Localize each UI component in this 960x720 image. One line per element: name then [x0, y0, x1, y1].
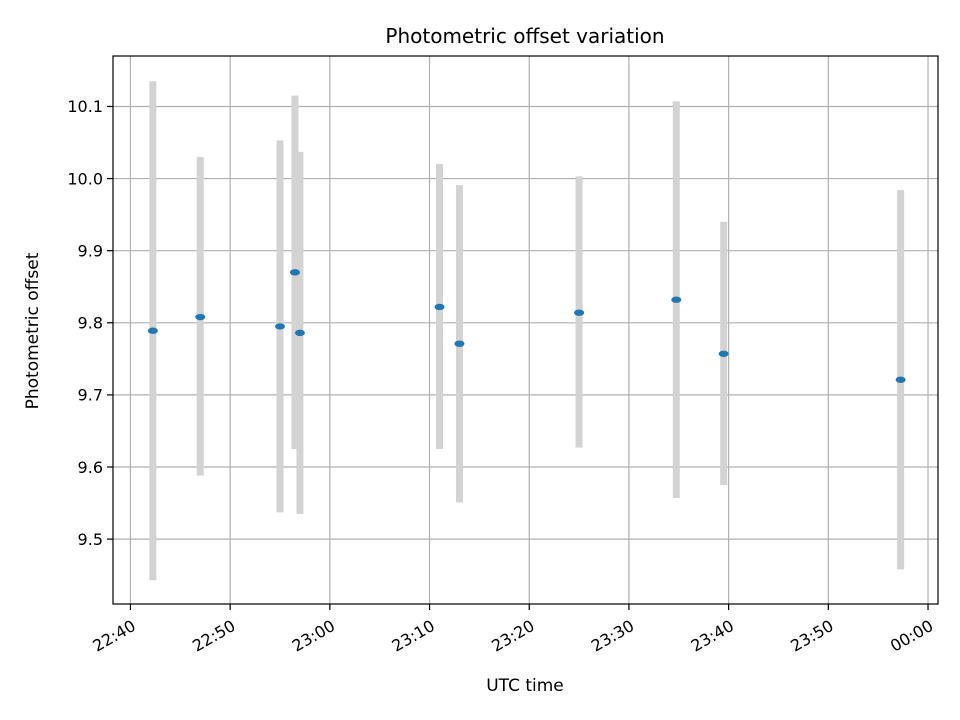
- y-axis-ticks: 9.5 9.6 9.7 9.8 9.9 10.0 10.1: [67, 97, 113, 549]
- data-point: [434, 303, 445, 311]
- data-point: [147, 327, 158, 334]
- y-tick-label: 9.5: [78, 530, 103, 549]
- y-axis-label: Photometric offset: [23, 252, 43, 409]
- data-point: [289, 269, 300, 276]
- y-tick-label: 9.7: [78, 386, 103, 405]
- data-point: [895, 376, 906, 383]
- data-point: [294, 329, 305, 337]
- data-point: [274, 323, 285, 330]
- y-tick-label: 10.0: [67, 169, 103, 188]
- plot-frame: [112, 55, 939, 605]
- x-axis-label: UTC time: [486, 676, 564, 696]
- data-points: [147, 269, 906, 383]
- data-point: [195, 313, 206, 321]
- data-point: [454, 340, 465, 347]
- data-point: [671, 296, 682, 303]
- data-point: [718, 350, 729, 357]
- y-tick-label: 10.1: [67, 97, 103, 116]
- y-tick-label: 9.8: [78, 314, 103, 333]
- chart-title: Photometric offset variation: [385, 24, 664, 48]
- data-point: [574, 309, 585, 316]
- grid-lines: [113, 56, 938, 604]
- y-tick-label: 9.6: [78, 458, 103, 477]
- y-tick-label: 9.9: [78, 241, 103, 260]
